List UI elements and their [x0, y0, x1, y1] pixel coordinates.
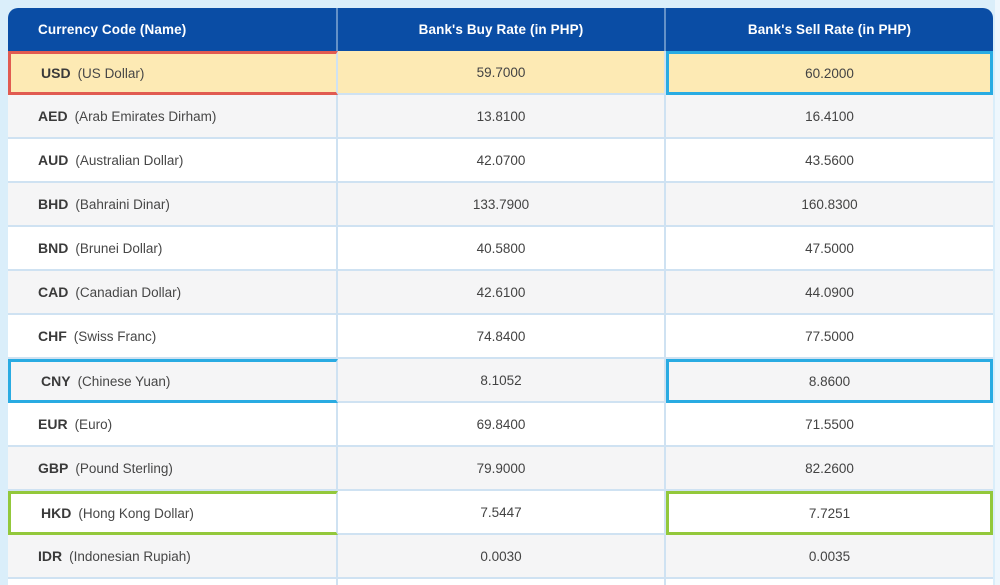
currency-code: AED: [38, 108, 68, 124]
buy-rate-cell: 59.7000: [337, 51, 666, 95]
currency-cell: AED (Arab Emirates Dirham): [8, 95, 338, 139]
currency-code: CHF: [38, 328, 67, 344]
currency-code: BHD: [38, 196, 69, 212]
sell-rate-cell: 71.5500: [665, 403, 993, 447]
table-row: BHD (Bahraini Dinar) 133.7900 160.8300: [8, 183, 993, 227]
currency-code: CAD: [38, 284, 69, 300]
table-row: HKD (Hong Kong Dollar) 7.5447 7.7251: [8, 491, 993, 535]
currency-cell: [8, 579, 338, 585]
currency-name: (Chinese Yuan): [77, 373, 171, 389]
header-sell-rate: Bank's Sell Rate (in PHP): [747, 22, 912, 37]
currency-cell: IDR (Indonesian Rupiah): [8, 535, 338, 579]
buy-rate-cell: 69.8400: [337, 403, 666, 447]
sell-rate-cell: [666, 579, 993, 585]
currency-cell: EUR (Euro): [8, 403, 338, 447]
currency-code: CNY: [41, 373, 71, 389]
table-row: EUR (Euro) 69.8400 71.5500: [8, 403, 993, 447]
currency-code: BND: [38, 240, 69, 256]
currency-name: (Australian Dollar): [75, 152, 184, 168]
sell-rate-cell: 160.8300: [665, 183, 993, 227]
currency-cell: AUD (Australian Dollar): [8, 139, 338, 183]
table-row: CNY (Chinese Yuan) 8.1052 8.8600: [8, 359, 993, 403]
buy-rate-cell: 8.1052: [337, 359, 666, 403]
currency-cell: USD (US Dollar): [8, 51, 338, 95]
currency-cell: CAD (Canadian Dollar): [8, 271, 338, 315]
currency-name: (Swiss Franc): [73, 328, 157, 344]
currency-cell: BND (Brunei Dollar): [8, 227, 338, 271]
currency-cell: CHF (Swiss Franc): [8, 315, 338, 359]
currency-cell: HKD (Hong Kong Dollar): [8, 491, 338, 535]
buy-rate-cell: 74.8400: [337, 315, 666, 359]
scrollbar-track[interactable]: [995, 0, 1000, 585]
table-row: CHF (Swiss Franc) 74.8400 77.5000: [8, 315, 993, 359]
buy-rate-cell: 79.9000: [337, 447, 666, 491]
currency-code: EUR: [38, 416, 68, 432]
buy-rate-cell: 13.8100: [337, 95, 666, 139]
currency-cell: BHD (Bahraini Dinar): [8, 183, 338, 227]
table-row: AUD (Australian Dollar) 42.0700 43.5600: [8, 139, 993, 183]
currency-name: (Arab Emirates Dirham): [74, 108, 217, 124]
buy-rate-cell: 133.7900: [337, 183, 666, 227]
sell-rate-cell: 16.4100: [665, 95, 993, 139]
buy-rate-cell: 40.5800: [337, 227, 666, 271]
sell-rate-cell: 60.2000: [665, 51, 993, 95]
sell-rate-cell: 77.5000: [665, 315, 993, 359]
sell-rate-cell: 44.0900: [665, 271, 993, 315]
currency-name: (Brunei Dollar): [75, 240, 163, 256]
sell-rate-cell: 0.0035: [665, 535, 993, 579]
sell-rate-cell: 7.7251: [665, 491, 993, 535]
currency-code: GBP: [38, 460, 69, 476]
header-buy-rate: Bank's Buy Rate (in PHP): [338, 8, 666, 51]
table-row: IDR (Indonesian Rupiah) 0.0030 0.0035: [8, 535, 993, 579]
table-row: CAD (Canadian Dollar) 42.6100 44.0900: [8, 271, 993, 315]
header-currency-code: Currency Code (Name): [8, 8, 338, 51]
table-row: AED (Arab Emirates Dirham) 13.8100 16.41…: [8, 95, 993, 139]
currency-code: USD: [41, 65, 71, 81]
exchange-rate-table: Currency Code (Name) Bank's Buy Rate (in…: [8, 8, 993, 585]
currency-name: (US Dollar): [77, 65, 145, 81]
table-body: USD (US Dollar) 59.7000 60.2000 AED (Ara…: [8, 51, 993, 579]
buy-rate-cell: 0.0030: [337, 535, 666, 579]
currency-code: HKD: [41, 505, 72, 521]
buy-rate-cell: 42.0700: [337, 139, 666, 183]
table-row: USD (US Dollar) 59.7000 60.2000: [8, 51, 993, 95]
currency-name: (Canadian Dollar): [75, 284, 182, 300]
sell-rate-cell: 43.5600: [665, 139, 993, 183]
table-row: BND (Brunei Dollar) 40.5800 47.5000: [8, 227, 993, 271]
partial-next-row: [8, 579, 993, 585]
currency-name: (Bahraini Dinar): [75, 196, 170, 212]
table-row: GBP (Pound Sterling) 79.9000 82.2600: [8, 447, 993, 491]
sell-rate-cell: 8.8600: [665, 359, 993, 403]
currency-name: (Hong Kong Dollar): [78, 505, 194, 521]
buy-rate-cell: [338, 579, 666, 585]
currency-code: AUD: [38, 152, 69, 168]
sell-rate-cell: 47.5000: [665, 227, 993, 271]
currency-name: (Euro): [74, 416, 113, 432]
currency-name: (Indonesian Rupiah): [69, 548, 191, 564]
currency-cell: GBP (Pound Sterling): [8, 447, 338, 491]
currency-code: IDR: [38, 548, 63, 564]
currency-name: (Pound Sterling): [75, 460, 173, 476]
sell-rate-cell: 82.2600: [665, 447, 993, 491]
buy-rate-cell: 7.5447: [337, 491, 666, 535]
buy-rate-cell: 42.6100: [337, 271, 666, 315]
table-header-row: Currency Code (Name) Bank's Buy Rate (in…: [8, 8, 993, 51]
currency-cell: CNY (Chinese Yuan): [8, 359, 338, 403]
